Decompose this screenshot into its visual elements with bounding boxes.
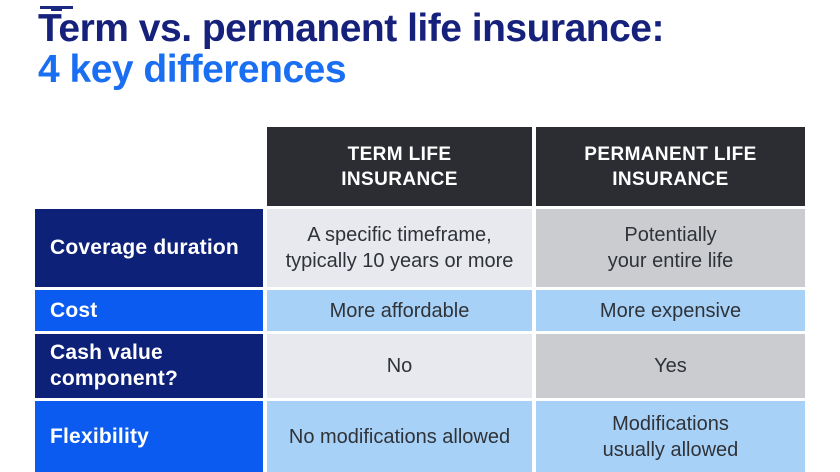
cell-permanent-coverage-duration: Potentially your entire life: [536, 209, 805, 287]
cropped-logo-mark: [40, 6, 73, 11]
cell-term-cash-value: No: [267, 334, 532, 398]
cell-term-coverage-duration: A specific timeframe, typically 10 years…: [267, 209, 532, 287]
page-title-line1: Term vs. permanent life insurance:: [38, 7, 665, 50]
cell-permanent-cost: More expensive: [536, 290, 805, 331]
column-header-term-life: TERM LIFE INSURANCE: [267, 127, 532, 206]
column-header-permanent-life: PERMANENT LIFE INSURANCE: [536, 127, 805, 206]
comparison-table: TERM LIFE INSURANCE PERMANENT LIFE INSUR…: [35, 127, 805, 472]
cell-term-cost: More affordable: [267, 290, 532, 331]
row-label-flexibility: Flexibility: [35, 401, 263, 472]
row-label-coverage-duration: Coverage duration: [35, 209, 263, 287]
cell-term-flexibility: No modifications allowed: [267, 401, 532, 472]
row-label-cost: Cost: [35, 290, 263, 331]
cell-permanent-cash-value: Yes: [536, 334, 805, 398]
table-corner-spacer: [35, 127, 263, 206]
cell-permanent-flexibility: Modifications usually allowed: [536, 401, 805, 472]
row-label-cash-value-component: Cash value component?: [35, 334, 263, 398]
page-title-line2: 4 key differences: [38, 48, 347, 91]
page-title: Term vs. permanent life insurance: 4 key…: [38, 7, 665, 91]
